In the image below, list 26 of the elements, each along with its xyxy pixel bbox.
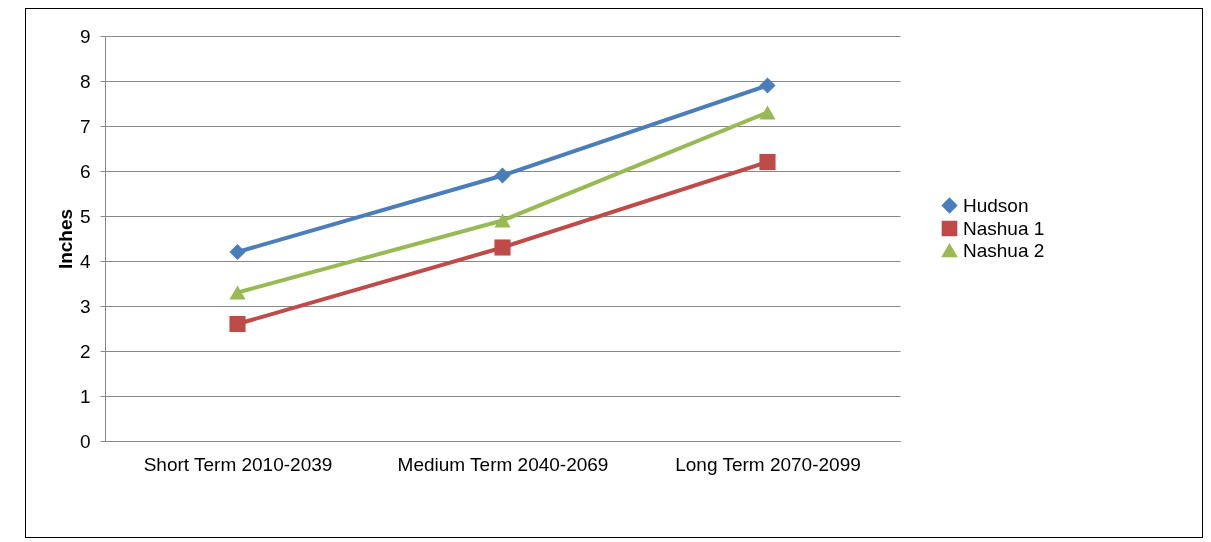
legend-label: Hudson xyxy=(963,194,1029,216)
legend-label: Nashua 1 xyxy=(963,217,1045,239)
x-tick-label: Short Term 2010-2039 xyxy=(143,453,333,475)
point xyxy=(494,167,511,184)
point xyxy=(759,153,776,171)
point xyxy=(229,315,246,333)
y-tick-label: 4 xyxy=(79,250,91,272)
legend-label: Nashua 2 xyxy=(963,239,1045,261)
y-tick-label: 2 xyxy=(79,340,91,362)
y-tick-label: 6 xyxy=(79,160,91,182)
x-tick-label: Long Term 2070-2099 xyxy=(675,453,861,475)
y-tick-label: 8 xyxy=(79,70,91,92)
y-tick-label: 1 xyxy=(79,385,91,407)
point xyxy=(229,243,246,261)
point xyxy=(229,285,246,300)
x-tick-label: Medium Term 2040-2069 xyxy=(397,453,609,475)
y-tick-label: 0 xyxy=(79,430,91,452)
y-tick-label: 9 xyxy=(79,25,91,47)
point xyxy=(759,77,776,94)
y-tick-label: 5 xyxy=(79,205,91,227)
point xyxy=(494,239,511,256)
y-axis-title: Inches xyxy=(54,208,76,270)
y-tick-label: 3 xyxy=(79,295,91,317)
y-tick-label: 7 xyxy=(79,115,91,137)
point xyxy=(759,105,776,120)
point xyxy=(494,213,511,228)
